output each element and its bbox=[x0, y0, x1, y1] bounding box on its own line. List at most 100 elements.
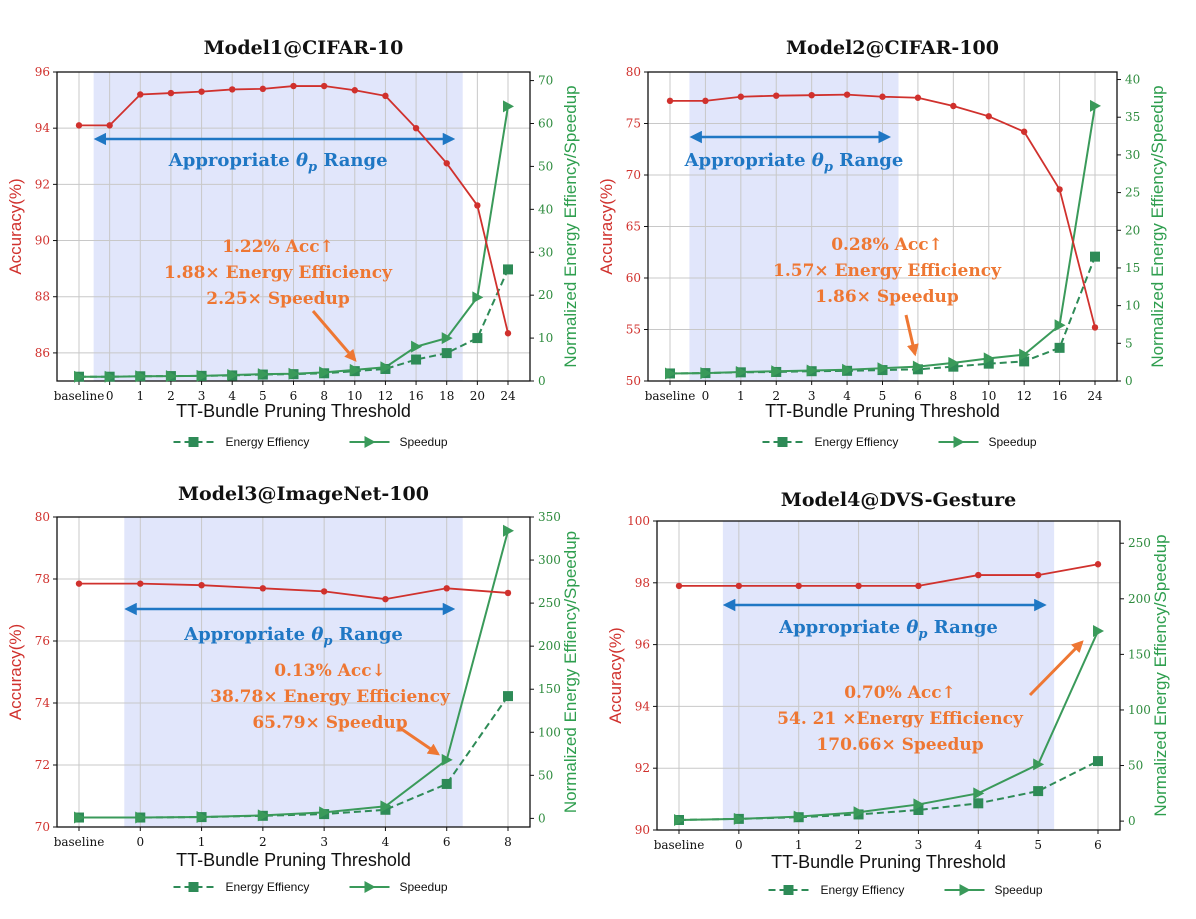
chart1-x-tick-label: baseline bbox=[54, 389, 105, 403]
chart3-annotation-line: 0.13% Acc↓ bbox=[274, 661, 386, 681]
chart1-left-tick-label: 90 bbox=[35, 234, 50, 248]
chart2-legend-speedup-label: Speedup bbox=[989, 435, 1037, 449]
chart4-appropriate-range-band bbox=[722, 521, 1055, 830]
chart4-speedup-point bbox=[1033, 758, 1045, 771]
chart3-left-tick-label: 74 bbox=[35, 696, 51, 710]
chart3-legend-energy-label: Energy Effiency bbox=[226, 880, 310, 894]
chart4-right-tick-label: 150 bbox=[1128, 647, 1151, 661]
chart3-speedup-point bbox=[135, 811, 147, 824]
chart3-range-label: Appropriate θp Range bbox=[183, 624, 403, 649]
chart3-title: Model3@ImageNet-100 bbox=[178, 483, 429, 505]
chart3-energy-point bbox=[380, 804, 391, 815]
chart2-left-tick-label: 55 bbox=[626, 323, 641, 337]
chart4-legend-speedup-marker bbox=[959, 884, 971, 896]
chart1-accuracy-point bbox=[259, 85, 267, 93]
chart2-speedup-point bbox=[983, 352, 995, 365]
chart1-accuracy-point bbox=[351, 87, 358, 94]
chart3-left-tick-label: 70 bbox=[35, 820, 50, 834]
chart3-x-tick-label: 8 bbox=[504, 835, 512, 849]
chart3-accuracy-point bbox=[382, 595, 389, 603]
chart1-right-tick-label: 0 bbox=[538, 374, 546, 388]
chart3-speedup-point bbox=[74, 811, 85, 824]
chart1-x-tick-label: 20 bbox=[470, 389, 485, 403]
chart1-speedup-point bbox=[441, 332, 453, 345]
chart4-accuracy-point bbox=[1094, 561, 1102, 568]
chart4-legend-speedup-label: Speedup bbox=[995, 883, 1043, 897]
chart1-annotation-line: 1.88× Energy Efficiency bbox=[164, 263, 393, 283]
chart2-speedup-point bbox=[842, 363, 854, 376]
chart3-speedup-line bbox=[79, 530, 509, 819]
chart1-legend-speedup-label: Speedup bbox=[400, 435, 448, 449]
chart2-right-tick-label: 40 bbox=[1125, 73, 1140, 87]
chart2-legend-energy-marker bbox=[777, 437, 788, 447]
chart1-left-tick-label: 94 bbox=[35, 121, 51, 135]
chart1-x-tick-label: 0 bbox=[106, 389, 114, 403]
chart1-x-axis-title: TT-Bundle Pruning Threshold bbox=[176, 401, 411, 421]
chart3-x-tick-label: 4 bbox=[382, 835, 390, 849]
chart1-right-tick-label: 70 bbox=[538, 74, 553, 88]
chart1-range-label: Appropriate θp Range bbox=[168, 150, 388, 175]
chart3-left-tick-label: 80 bbox=[35, 510, 50, 524]
chart4-annotation-arrow bbox=[1028, 640, 1084, 697]
chart1-x-tick-label: 10 bbox=[347, 389, 362, 403]
chart1-accuracy-point bbox=[443, 160, 450, 167]
chart2-right-axis-title: Normalized Energy Effiency/Speedup bbox=[1148, 85, 1167, 367]
chart4-title: Model4@DVS-Gesture bbox=[781, 489, 1016, 511]
chart3-speedup-point bbox=[257, 809, 269, 822]
chart3-annotation-line: 65.79× Speedup bbox=[252, 713, 407, 733]
chart4-left-tick-label: 94 bbox=[635, 699, 651, 713]
chart2-right-tick-label: 35 bbox=[1125, 110, 1140, 124]
chart3-legend-speedup-label: Speedup bbox=[400, 880, 448, 894]
chart2-left-tick-label: 50 bbox=[626, 374, 641, 388]
chart4-accuracy-line bbox=[679, 563, 1099, 587]
chart1-x-tick-label: 8 bbox=[320, 389, 328, 403]
chart1-legend-energy-marker bbox=[188, 437, 199, 447]
chart4-x-tick-label: 1 bbox=[795, 838, 803, 852]
chart4-left-tick-label: 98 bbox=[635, 576, 650, 590]
chart3-right-tick-label: 150 bbox=[538, 682, 561, 696]
chart2-annotation-line: 1.86× Speedup bbox=[815, 287, 959, 307]
chart2-energy-point bbox=[983, 358, 994, 369]
chart4-speedup-point bbox=[1093, 625, 1104, 638]
chart3-left-tick-label: 72 bbox=[35, 758, 50, 772]
chart1-speedup-point bbox=[257, 368, 269, 381]
chart2-accuracy-point bbox=[1056, 186, 1063, 193]
chart4-left-tick-label: 100 bbox=[627, 514, 650, 528]
chart1-accuracy-point bbox=[412, 124, 420, 132]
chart1-speedup-point bbox=[411, 340, 423, 353]
chart1-energy-point bbox=[472, 333, 483, 344]
chart2-accuracy-point bbox=[808, 91, 815, 99]
chart1-right-tick-label: 10 bbox=[538, 331, 553, 345]
chart1-energy-point bbox=[411, 354, 422, 365]
chart2-right-tick-label: 20 bbox=[1125, 223, 1140, 237]
chart1-speedup-point bbox=[288, 367, 300, 380]
chart3-energy-point bbox=[503, 691, 513, 702]
chart2-legend-energy-label: Energy Effiency bbox=[815, 435, 899, 449]
chart2-left-tick-label: 70 bbox=[626, 168, 641, 182]
chart2-legend-speedup-marker bbox=[953, 436, 965, 448]
chart1-x-tick-label: 24 bbox=[500, 389, 516, 403]
chart4-energy-point bbox=[973, 798, 984, 809]
chart3-speedup-point bbox=[196, 811, 208, 824]
chart1-x-tick-label: 18 bbox=[439, 389, 454, 403]
chart1-annotation-line: 2.25× Speedup bbox=[206, 289, 350, 309]
chart3-legend-speedup-marker bbox=[364, 881, 376, 893]
chart1-annotation-line: 1.22% Acc↑ bbox=[222, 237, 334, 257]
chart1-speedup-point bbox=[380, 361, 392, 374]
chart3-accuracy-point bbox=[75, 580, 83, 587]
chart3-energy-point bbox=[441, 778, 452, 789]
chart3-right-tick-label: 300 bbox=[538, 553, 561, 567]
chart4-left-tick-label: 96 bbox=[635, 638, 650, 652]
chart1-speedup-point bbox=[227, 368, 239, 381]
chart4-right-tick-label: 250 bbox=[1128, 536, 1151, 550]
chart1-left-axis-title: Accuracy(%) bbox=[6, 178, 25, 274]
chart4-speedup-point bbox=[793, 810, 805, 823]
chart4-legend-energy-label: Energy Effiency bbox=[821, 883, 905, 897]
chart1-accuracy-point bbox=[474, 202, 481, 209]
chart3-x-tick-label: baseline bbox=[54, 835, 105, 849]
chart2-speedup-point bbox=[948, 356, 960, 369]
chart4-accuracy-point bbox=[795, 582, 802, 590]
chart1-x-tick-label: 12 bbox=[378, 389, 393, 403]
chart1-x-tick-label: 5 bbox=[259, 389, 267, 403]
